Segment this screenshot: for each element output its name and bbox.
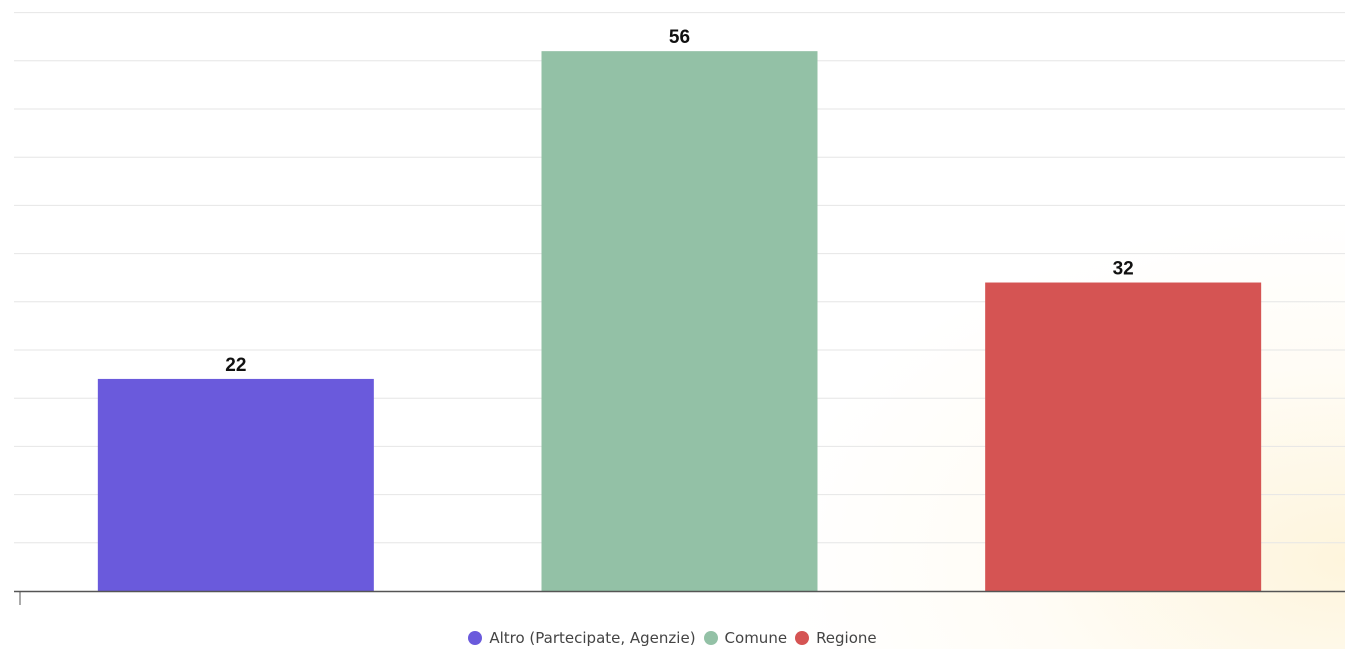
data-label-1: 22 (225, 355, 246, 376)
bars (97, 51, 1262, 592)
legend-label-regione: Regione (816, 629, 877, 647)
bar-2[interactable] (541, 51, 818, 592)
legend-item-comune[interactable]: Comune (703, 629, 788, 647)
bar-3[interactable] (985, 282, 1262, 591)
legend-swatch-comune (703, 631, 718, 645)
legend-label-altro: Altro (Partecipate, Agenzie) (489, 629, 696, 647)
data-labels: 22 56 32 (225, 27, 1133, 376)
legend: Altro (Partecipate, Agenzie) Comune Regi… (0, 629, 1345, 647)
legend-item-altro[interactable]: Altro (Partecipate, Agenzie) (468, 629, 696, 647)
data-label-3: 32 (1113, 259, 1134, 280)
legend-item-regione[interactable]: Regione (795, 629, 877, 647)
data-label-2: 56 (669, 27, 690, 48)
legend-swatch-regione (795, 631, 810, 645)
legend-swatch-altro (468, 631, 483, 645)
legend-label-comune: Comune (724, 629, 788, 647)
x-axis (14, 590, 1345, 605)
bar-1[interactable] (97, 378, 374, 591)
